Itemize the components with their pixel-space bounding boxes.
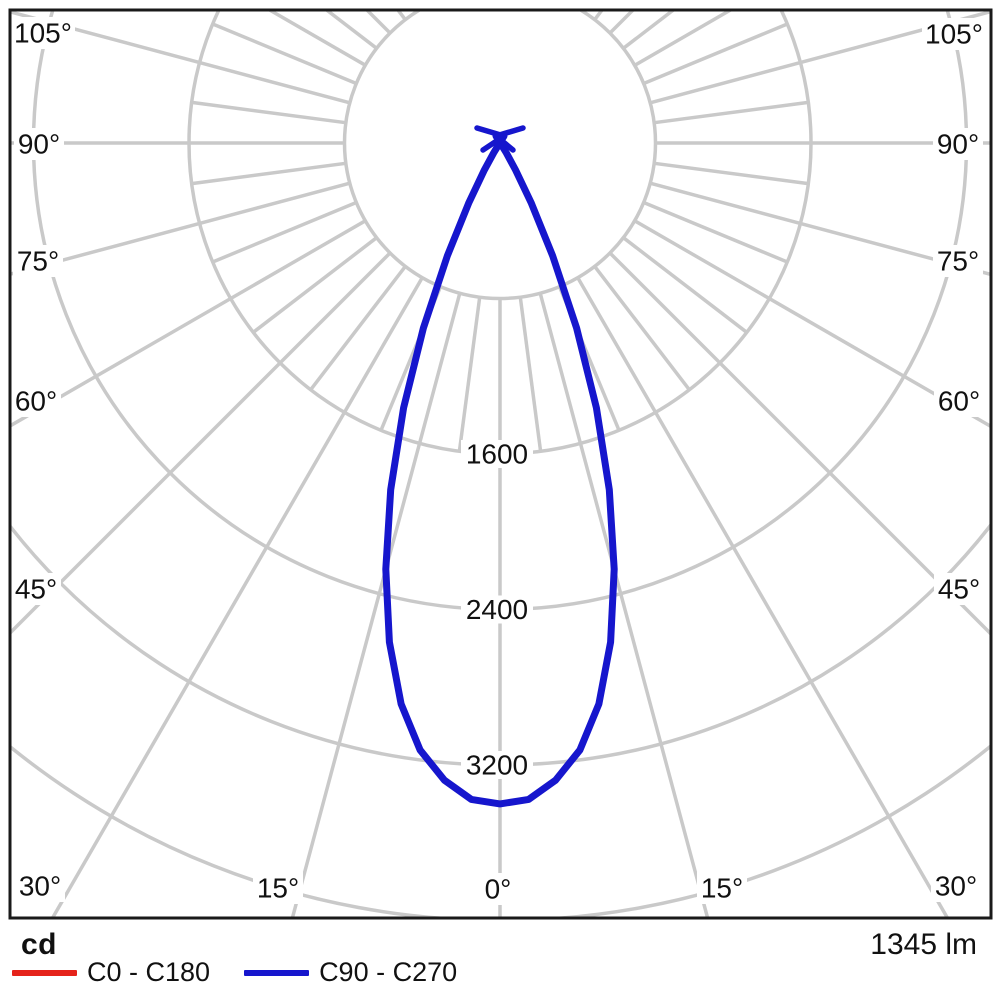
angle-label: 45° [938,574,980,605]
angle-label: 90° [937,129,979,160]
angle-label: 0° [485,874,512,905]
angle-label: 60° [15,386,57,417]
angle-label: 30° [19,871,61,902]
radial-tick-label: 1600 [466,439,528,470]
legend-label-c0-c180: C0 - C180 [87,957,211,987]
angle-label: 105° [925,19,983,50]
angle-label: 90° [18,129,60,160]
radial-tick-label: 2400 [466,594,528,625]
c0-c180-line-swatch-icon [12,969,77,976]
legend-item-c90-c270: C90 - C270 [244,957,457,988]
angle-label: 15° [701,873,743,904]
angle-label: 15° [257,873,299,904]
angle-label: 105° [14,18,72,49]
angle-label: 75° [937,246,979,277]
unit-label: cd [21,928,58,961]
angle-label: 45° [15,574,57,605]
curve-origin-arrow-icon [474,125,526,153]
angle-label: 75° [17,246,59,277]
legend-label-c90-c270: C90 - C270 [319,957,458,987]
plot-border [8,8,993,920]
legend-item-c0-c180: C0 - C180 [12,957,210,988]
c90-c270-line-swatch-icon [244,969,310,976]
angle-label: 30° [935,871,977,902]
angle-label: 60° [938,386,980,417]
flux-label: 1345 lm [870,928,977,961]
radial-tick-label: 3200 [466,750,528,781]
c90-c270-curve [382,132,618,808]
legend: C0 - C180 C90 - C270 [12,957,457,988]
